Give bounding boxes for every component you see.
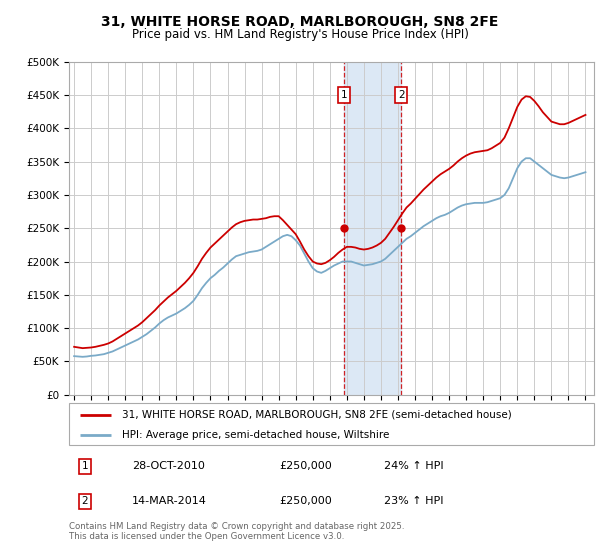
Text: Price paid vs. HM Land Registry's House Price Index (HPI): Price paid vs. HM Land Registry's House … — [131, 28, 469, 41]
Text: HPI: Average price, semi-detached house, Wiltshire: HPI: Average price, semi-detached house,… — [121, 430, 389, 440]
Text: 2: 2 — [82, 497, 88, 506]
Text: 24% ↑ HPI: 24% ↑ HPI — [384, 461, 443, 472]
Bar — [344, 62, 401, 395]
Text: 14-MAR-2014: 14-MAR-2014 — [132, 497, 207, 506]
Text: 28-OCT-2010: 28-OCT-2010 — [132, 461, 205, 472]
Text: 31, WHITE HORSE ROAD, MARLBOROUGH, SN8 2FE (semi-detached house): 31, WHITE HORSE ROAD, MARLBOROUGH, SN8 2… — [121, 410, 511, 420]
Text: 31, WHITE HORSE ROAD, MARLBOROUGH, SN8 2FE: 31, WHITE HORSE ROAD, MARLBOROUGH, SN8 2… — [101, 15, 499, 29]
Text: £250,000: £250,000 — [279, 461, 332, 472]
Text: £250,000: £250,000 — [279, 497, 332, 506]
FancyBboxPatch shape — [69, 403, 594, 445]
Text: 2: 2 — [398, 90, 404, 100]
Text: 1: 1 — [340, 90, 347, 100]
Text: 23% ↑ HPI: 23% ↑ HPI — [384, 497, 443, 506]
Text: Contains HM Land Registry data © Crown copyright and database right 2025.
This d: Contains HM Land Registry data © Crown c… — [69, 522, 404, 542]
Text: 1: 1 — [82, 461, 88, 472]
